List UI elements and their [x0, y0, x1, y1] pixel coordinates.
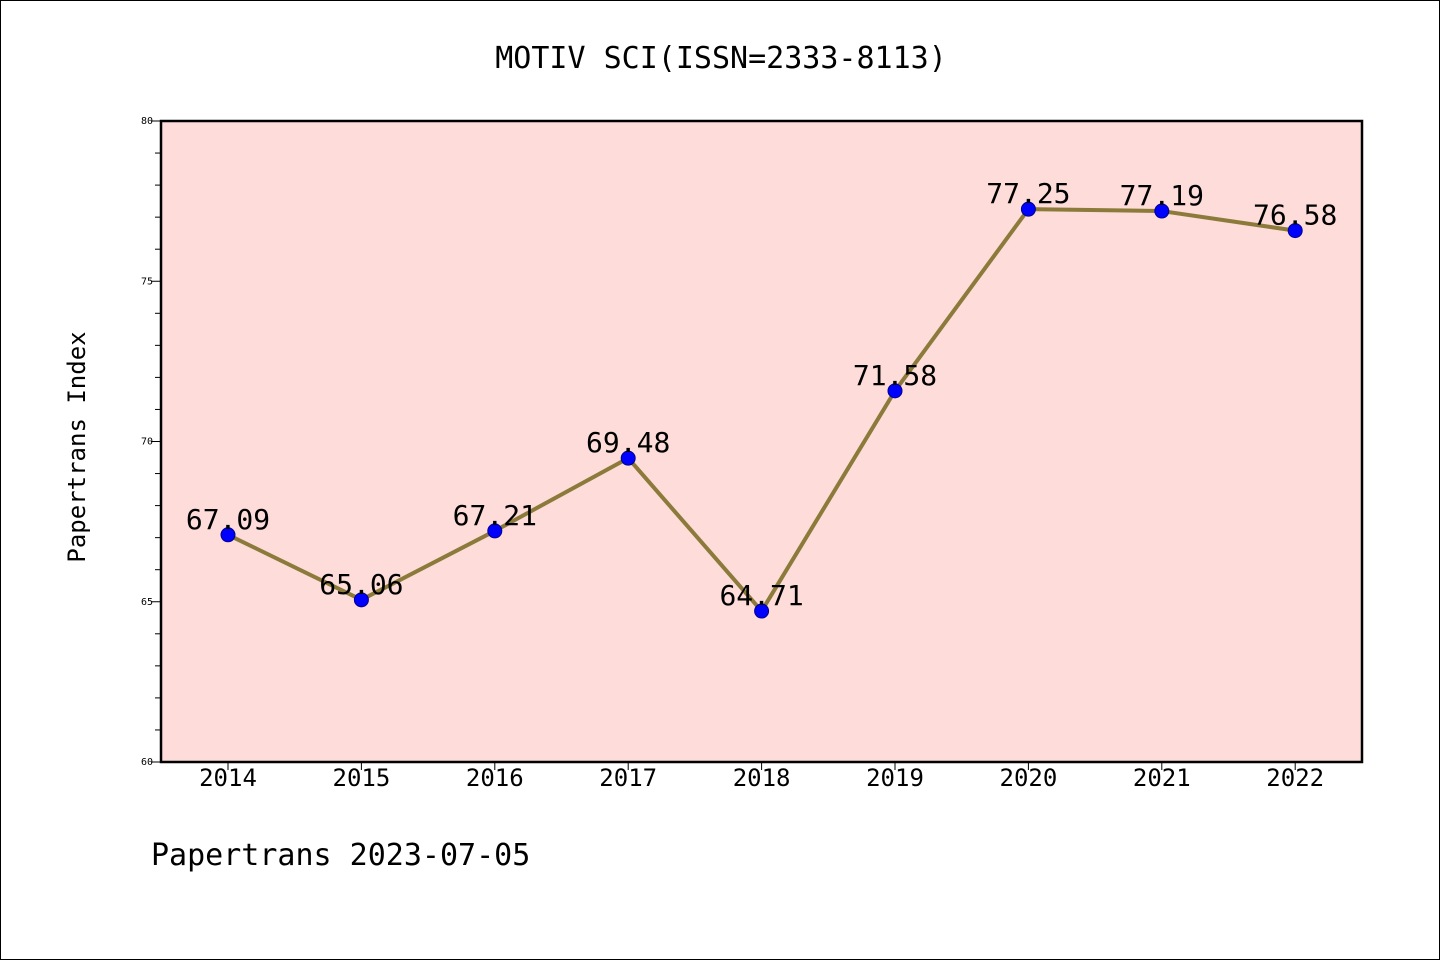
y-axis: 60 65 70 75 80	[141, 116, 161, 768]
data-point	[887, 383, 903, 399]
data-label: 69.48	[586, 426, 670, 459]
x-tick-label: 2015	[333, 764, 391, 792]
data-point	[1287, 223, 1303, 239]
data-point	[487, 523, 503, 539]
x-tick-label: 2022	[1266, 764, 1324, 792]
data-label: 64.71	[719, 579, 803, 612]
y-tick-label: 65	[141, 597, 153, 608]
x-tick-label: 2019	[866, 764, 924, 792]
data-label: 65.06	[319, 568, 403, 601]
x-tick-label: 2014	[199, 764, 257, 792]
data-labels: 67.09 65.06 67.21 69.48 64.71 71.58 77.25 77.19…	[186, 177, 1337, 612]
y-tick-label: 70	[141, 437, 153, 448]
series-papertrans-index	[220, 201, 1303, 619]
data-label: 77.25	[986, 177, 1070, 210]
data-point	[1020, 201, 1036, 217]
x-axis: 2014 2015 2016 2017 2018 2019 2020 2021 2022	[199, 762, 1324, 792]
data-point	[1154, 203, 1170, 219]
chart-title: MOTIV SCI(ISSN=2333-8113)	[495, 41, 947, 76]
x-tick-label: 2021	[1133, 764, 1191, 792]
data-point	[754, 603, 770, 619]
x-tick-label: 2020	[1000, 764, 1058, 792]
x-tick-label: 2017	[599, 764, 657, 792]
x-tick-label: 2018	[733, 764, 791, 792]
y-tick-label: 80	[141, 116, 153, 127]
y-tick-label: 60	[141, 757, 153, 768]
data-label: 67.09	[186, 503, 270, 536]
data-label: 77.19	[1120, 179, 1204, 212]
y-axis-label: Papertrans Index	[63, 331, 91, 562]
footer-text: Papertrans 2023-07-05	[151, 838, 530, 873]
data-point	[353, 592, 369, 608]
x-tick-label: 2016	[466, 764, 524, 792]
data-point	[620, 450, 636, 466]
data-label: 67.21	[453, 499, 537, 532]
plot-area	[159, 119, 1364, 764]
data-label: 71.58	[853, 359, 937, 392]
data-point	[220, 527, 236, 543]
data-label: 76.58	[1253, 199, 1337, 232]
y-tick-label: 75	[141, 276, 153, 287]
